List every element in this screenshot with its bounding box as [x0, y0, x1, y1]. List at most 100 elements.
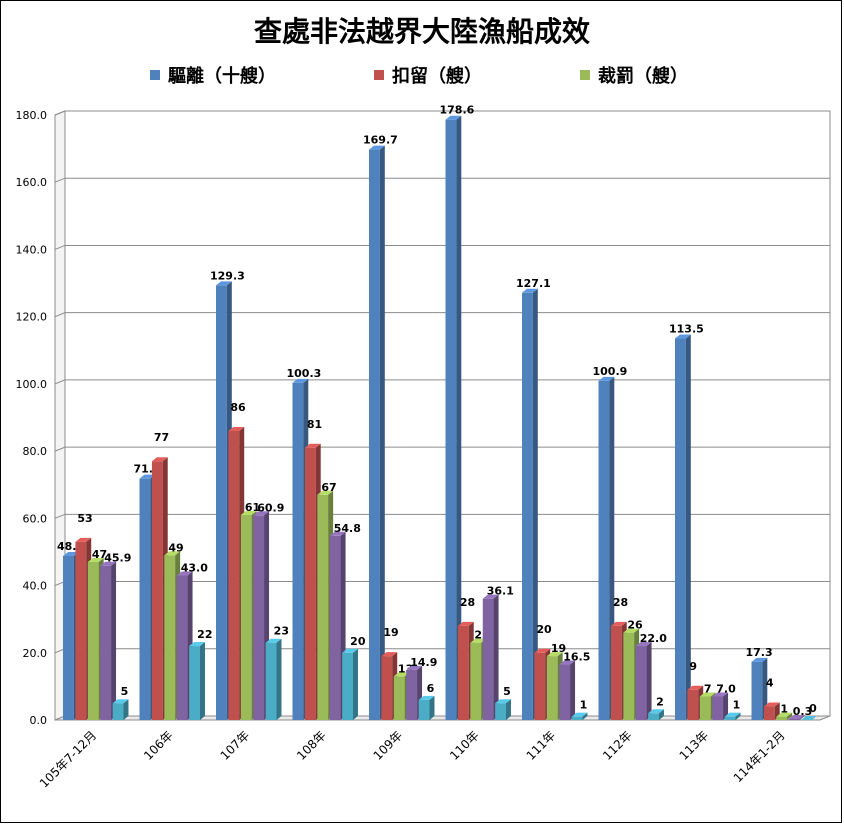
- bar-top: [687, 685, 704, 690]
- bar-top: [228, 426, 245, 431]
- bar: [571, 716, 583, 720]
- y-tick-label: 140.0: [16, 243, 48, 256]
- legend-item-series-3: 裁罰（艘）: [580, 62, 688, 88]
- bar-side: [532, 288, 538, 720]
- gridline: [54, 379, 830, 385]
- bar: [699, 696, 711, 720]
- legend: 驅離（十艘） 扣留（艘） 裁罰（艘）: [0, 62, 844, 88]
- data-label: 6: [427, 682, 435, 695]
- chart-title: 查處非法越界大陸漁船成效: [253, 15, 590, 48]
- bar-top: [63, 551, 79, 556]
- bar: [329, 535, 341, 720]
- bar-top: [418, 695, 435, 700]
- y-tick-label: 0.0: [30, 714, 48, 727]
- bar-side: [352, 648, 358, 720]
- bar-top: [675, 334, 691, 339]
- bar: [610, 625, 622, 720]
- bar: [139, 478, 151, 720]
- bar-top: [164, 551, 181, 556]
- gridline: [54, 177, 830, 183]
- bar-top: [751, 657, 768, 662]
- bar: [559, 664, 571, 720]
- data-label: 5: [503, 685, 511, 698]
- y-tick-label: 60.0: [23, 512, 48, 525]
- bar-top: [546, 652, 563, 657]
- bar: [598, 380, 610, 720]
- data-label: 1: [580, 699, 588, 712]
- bar-top: [559, 660, 576, 665]
- data-label: 0: [809, 702, 817, 715]
- bar-side: [735, 712, 741, 720]
- bar-top: [304, 443, 321, 448]
- bar-top: [648, 709, 664, 714]
- bar: [763, 706, 775, 720]
- data-label: 36.1: [487, 585, 514, 598]
- y-tick-label: 40.0: [23, 580, 48, 593]
- bar: [712, 696, 724, 720]
- data-label: 43.0: [181, 561, 208, 574]
- bar: [292, 382, 304, 720]
- bar: [418, 699, 430, 720]
- data-label: 20: [350, 635, 366, 648]
- legend-swatch-series-1: [150, 70, 160, 80]
- bar-side: [685, 334, 691, 720]
- bar-top: [100, 561, 117, 566]
- bar-top: [610, 621, 627, 626]
- y-tick-label: 120.0: [16, 311, 48, 324]
- data-label: 9: [689, 660, 697, 673]
- gridline: [54, 446, 830, 452]
- data-label: 67: [321, 481, 336, 494]
- data-label: 7.0: [716, 682, 736, 695]
- bar: [381, 656, 393, 720]
- data-label: 19: [383, 626, 398, 639]
- bar-top: [763, 702, 780, 707]
- bar-top: [522, 288, 538, 293]
- bar-top: [571, 712, 588, 717]
- data-label: 81: [307, 418, 322, 431]
- bar-side: [493, 594, 499, 720]
- bar: [393, 676, 405, 720]
- bar: [75, 541, 87, 720]
- bar-top: [87, 558, 104, 563]
- bar: [265, 642, 277, 720]
- data-label: 1: [733, 699, 741, 712]
- bar: [687, 689, 699, 720]
- bar-top: [623, 628, 640, 633]
- bar: [482, 598, 494, 720]
- bar-side: [123, 699, 129, 720]
- gridline: [54, 513, 830, 519]
- bar: [342, 652, 353, 720]
- bar-side: [199, 642, 205, 720]
- bar-top: [482, 594, 499, 599]
- bar: [724, 716, 736, 720]
- bar-side: [799, 714, 805, 720]
- bar: [228, 430, 240, 720]
- bar-top: [139, 474, 156, 479]
- data-label: 20: [536, 623, 552, 636]
- bar-side: [582, 712, 588, 720]
- x-tick-label: 112年: [600, 728, 635, 763]
- gridline: [54, 244, 830, 250]
- data-label: 4: [766, 677, 774, 690]
- bar-side: [646, 642, 652, 720]
- bar-top: [534, 648, 551, 653]
- legend-label-series-3: 裁罰（艘）: [598, 66, 688, 87]
- y-tick-label: 80.0: [23, 445, 48, 458]
- data-label: 1: [780, 703, 788, 716]
- x-tick-label: 108年: [294, 728, 329, 763]
- bar-top: [635, 642, 652, 647]
- data-label: 45.9: [104, 552, 131, 565]
- data-label: 86: [230, 401, 246, 414]
- legend-label-series-1: 驅離（十艘）: [168, 66, 276, 87]
- bar-top: [457, 621, 474, 626]
- data-label: 49: [168, 541, 183, 554]
- bar-side: [658, 709, 664, 720]
- bar-side: [723, 692, 729, 720]
- bar: [100, 565, 112, 720]
- bar-side: [570, 660, 576, 720]
- data-label: 53: [77, 512, 92, 525]
- bar: [776, 716, 788, 720]
- bar-top: [240, 510, 257, 515]
- bar: [87, 562, 99, 720]
